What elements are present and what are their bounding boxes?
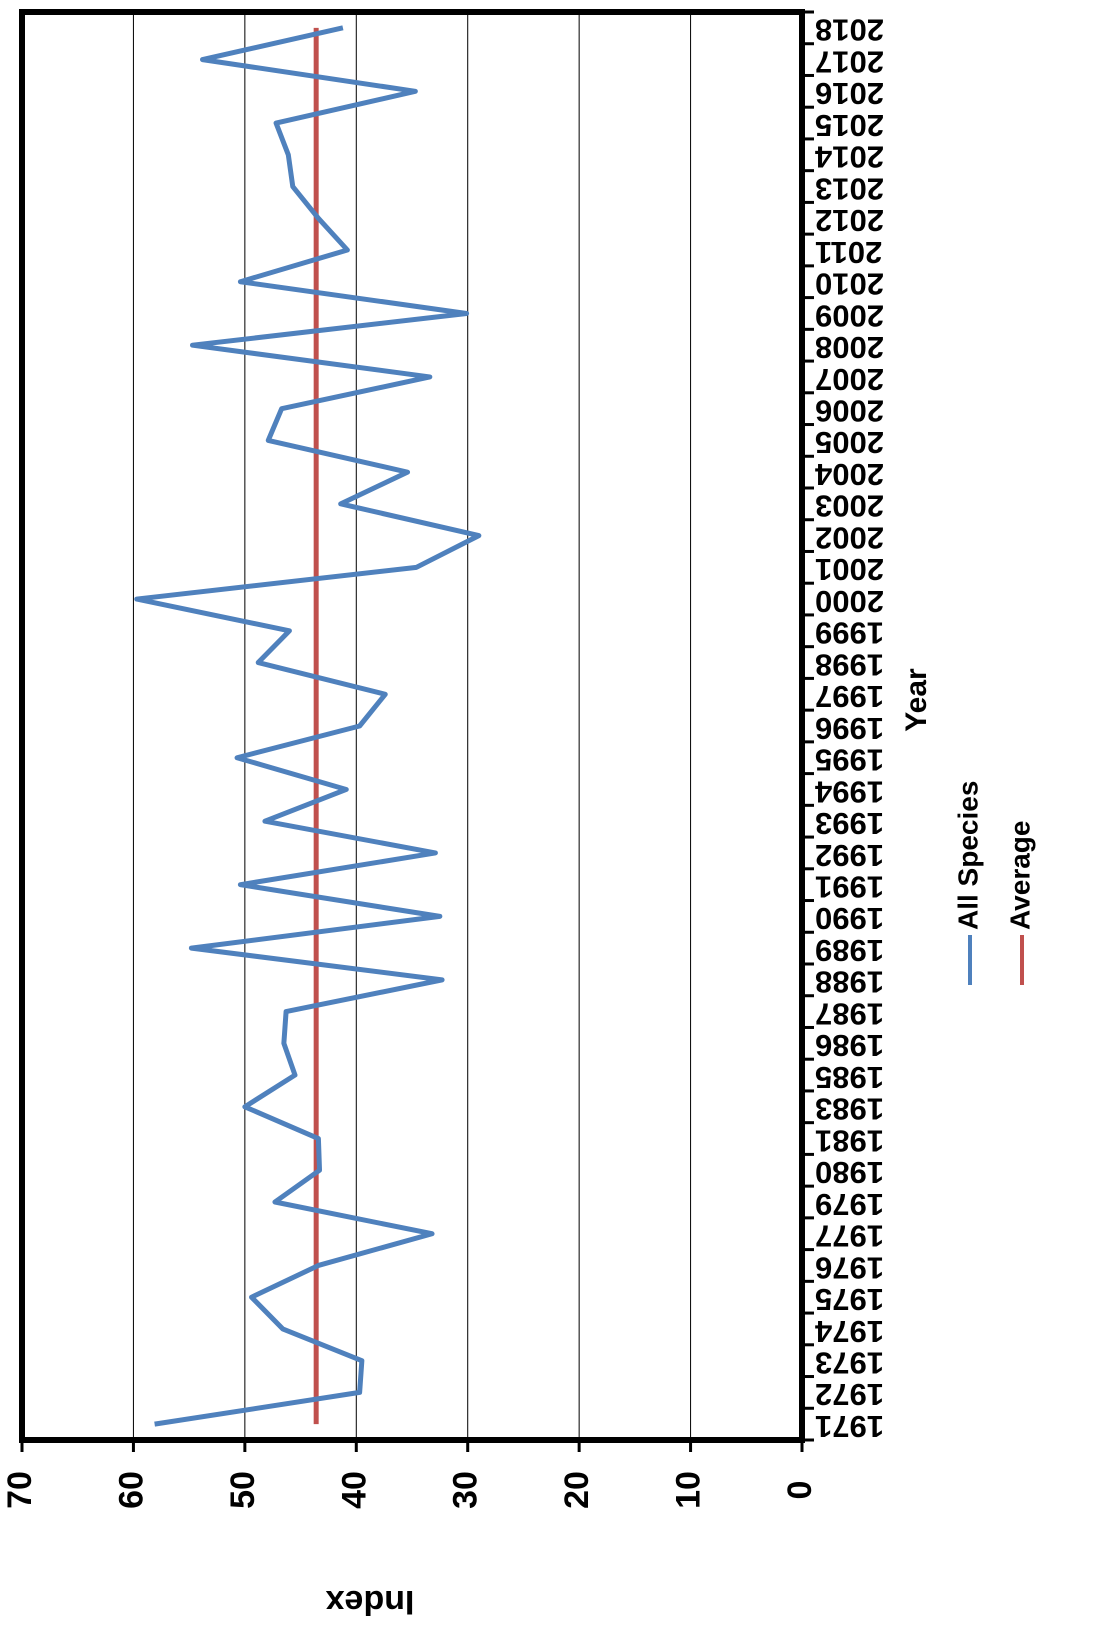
x-tick-label: 2012 bbox=[815, 203, 884, 238]
y-tick-label: 40 bbox=[335, 1471, 373, 1509]
x-tick-label: 2014 bbox=[814, 140, 884, 175]
y-tick-label: 50 bbox=[224, 1471, 262, 1509]
x-axis-title: Year bbox=[900, 668, 933, 732]
x-tick-label: 1977 bbox=[815, 1219, 884, 1254]
x-tick-label: 2002 bbox=[815, 520, 884, 555]
x-tick-label: 1971 bbox=[815, 1409, 884, 1444]
x-tick-label: 1992 bbox=[815, 838, 884, 873]
x-tick-label: 2013 bbox=[815, 171, 884, 206]
x-tick-label: 1972 bbox=[815, 1377, 884, 1412]
x-tick-label: 1998 bbox=[815, 647, 884, 682]
x-tick-label: 1973 bbox=[815, 1345, 884, 1380]
x-tick-label: 2001 bbox=[815, 552, 884, 587]
x-tick-label: 1999 bbox=[815, 616, 884, 651]
x-tick-label: 1989 bbox=[815, 933, 884, 968]
x-tick-label: 2016 bbox=[815, 76, 884, 111]
x-tick-label: 2003 bbox=[815, 489, 884, 524]
x-tick-label: 2008 bbox=[815, 330, 884, 365]
legend-label: Average bbox=[1004, 821, 1035, 930]
x-tick-label: 1981 bbox=[815, 1123, 884, 1158]
y-tick-label: 10 bbox=[670, 1471, 708, 1509]
legend-label: All Species bbox=[952, 781, 983, 930]
y-axis-title: Index bbox=[326, 1583, 415, 1621]
x-tick-label: 2010 bbox=[815, 267, 884, 302]
x-tick-label: 1996 bbox=[815, 711, 884, 746]
x-tick-label: 1987 bbox=[815, 996, 884, 1031]
y-tick-label: 70 bbox=[1, 1471, 39, 1509]
data-line bbox=[134, 25, 482, 1427]
x-tick-label: 1993 bbox=[815, 806, 884, 841]
x-tick-label: 1997 bbox=[815, 679, 884, 714]
x-tick-label: 2007 bbox=[815, 362, 884, 397]
x-tick-label: 2011 bbox=[815, 235, 882, 270]
x-tick-label: 1990 bbox=[815, 901, 884, 936]
x-tick-label: 2004 bbox=[814, 457, 884, 492]
x-tick-label: 1986 bbox=[815, 1028, 884, 1063]
x-tick-label: 2006 bbox=[815, 393, 884, 428]
y-tick-label: 30 bbox=[447, 1471, 485, 1509]
x-tick-label: 1983 bbox=[815, 1092, 884, 1127]
x-tick-label: 1974 bbox=[814, 1314, 884, 1349]
x-tick-label: 2018 bbox=[815, 13, 884, 48]
x-tick-label: 2015 bbox=[815, 108, 884, 143]
x-tick-label: 2000 bbox=[815, 584, 884, 619]
x-tick-label: 2005 bbox=[815, 425, 884, 460]
x-tick-label: 1980 bbox=[815, 1155, 884, 1190]
x-tick-label: 1975 bbox=[815, 1282, 884, 1317]
y-tick-label: 60 bbox=[112, 1471, 150, 1509]
x-tick-label: 2009 bbox=[815, 298, 884, 333]
x-tick-label: 1988 bbox=[815, 965, 884, 1000]
x-tick-label: 1985 bbox=[815, 1060, 884, 1095]
x-tick-label: 1979 bbox=[815, 1187, 884, 1222]
x-tick-label: 2017 bbox=[815, 44, 884, 79]
x-tick-label: 1995 bbox=[815, 743, 884, 778]
plot-border bbox=[19, 9, 805, 1443]
y-tick-label: 0 bbox=[781, 1481, 819, 1500]
x-tick-label: 1994 bbox=[814, 774, 884, 809]
x-tick-label: 1976 bbox=[815, 1250, 884, 1285]
y-tick-label: 20 bbox=[558, 1471, 596, 1509]
x-tick-label: 1991 bbox=[815, 869, 884, 904]
